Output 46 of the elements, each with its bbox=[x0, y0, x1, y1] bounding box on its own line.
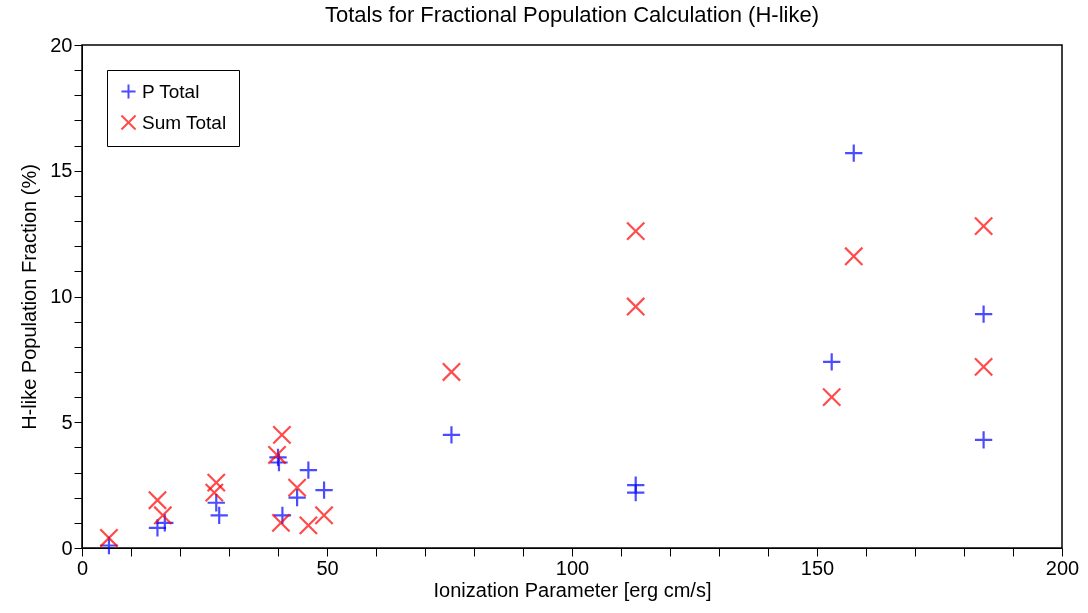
point bbox=[272, 425, 292, 445]
point bbox=[153, 505, 173, 526]
legend-label: Sum Total bbox=[142, 111, 227, 133]
point bbox=[272, 505, 293, 526]
x-tick-label: 0 bbox=[76, 556, 89, 579]
x-tick-label: 100 bbox=[555, 556, 590, 579]
point bbox=[298, 515, 319, 536]
point bbox=[99, 528, 119, 548]
x-tick-label: 50 bbox=[316, 556, 339, 579]
legend-label: P Total bbox=[142, 80, 200, 102]
point bbox=[625, 221, 646, 241]
y-tick-label: 15 bbox=[50, 159, 73, 182]
point bbox=[973, 357, 994, 377]
point bbox=[287, 477, 307, 498]
point bbox=[314, 480, 334, 500]
y-tick-label: 5 bbox=[61, 410, 73, 433]
point bbox=[206, 492, 227, 513]
point bbox=[441, 362, 462, 382]
point bbox=[206, 472, 227, 493]
point bbox=[155, 513, 175, 533]
point bbox=[271, 513, 291, 533]
point bbox=[973, 304, 994, 324]
y-tick-label: 0 bbox=[61, 536, 73, 559]
point bbox=[821, 352, 842, 372]
point bbox=[843, 143, 864, 163]
point bbox=[973, 430, 994, 450]
point bbox=[314, 505, 334, 526]
y-axis-title: H-like Population Fraction (%) bbox=[18, 164, 41, 430]
point bbox=[287, 487, 307, 508]
point bbox=[843, 246, 864, 267]
chart-title: Totals for Fractional Population Calculation (H-like) bbox=[325, 2, 819, 27]
x-axis-title: Ionization Parameter [erg cm/s] bbox=[433, 578, 712, 601]
point bbox=[204, 482, 225, 503]
point bbox=[147, 490, 168, 510]
x-tick-label: 150 bbox=[800, 556, 835, 579]
point bbox=[625, 296, 646, 317]
point bbox=[625, 482, 646, 503]
y-tick-label: 20 bbox=[50, 33, 73, 56]
point bbox=[269, 452, 289, 473]
point bbox=[441, 425, 462, 445]
point bbox=[973, 216, 994, 236]
point bbox=[209, 505, 229, 526]
point bbox=[821, 387, 842, 407]
point bbox=[298, 460, 319, 480]
y-tick-label: 10 bbox=[50, 285, 73, 307]
x-tick-label: 200 bbox=[1045, 556, 1080, 579]
